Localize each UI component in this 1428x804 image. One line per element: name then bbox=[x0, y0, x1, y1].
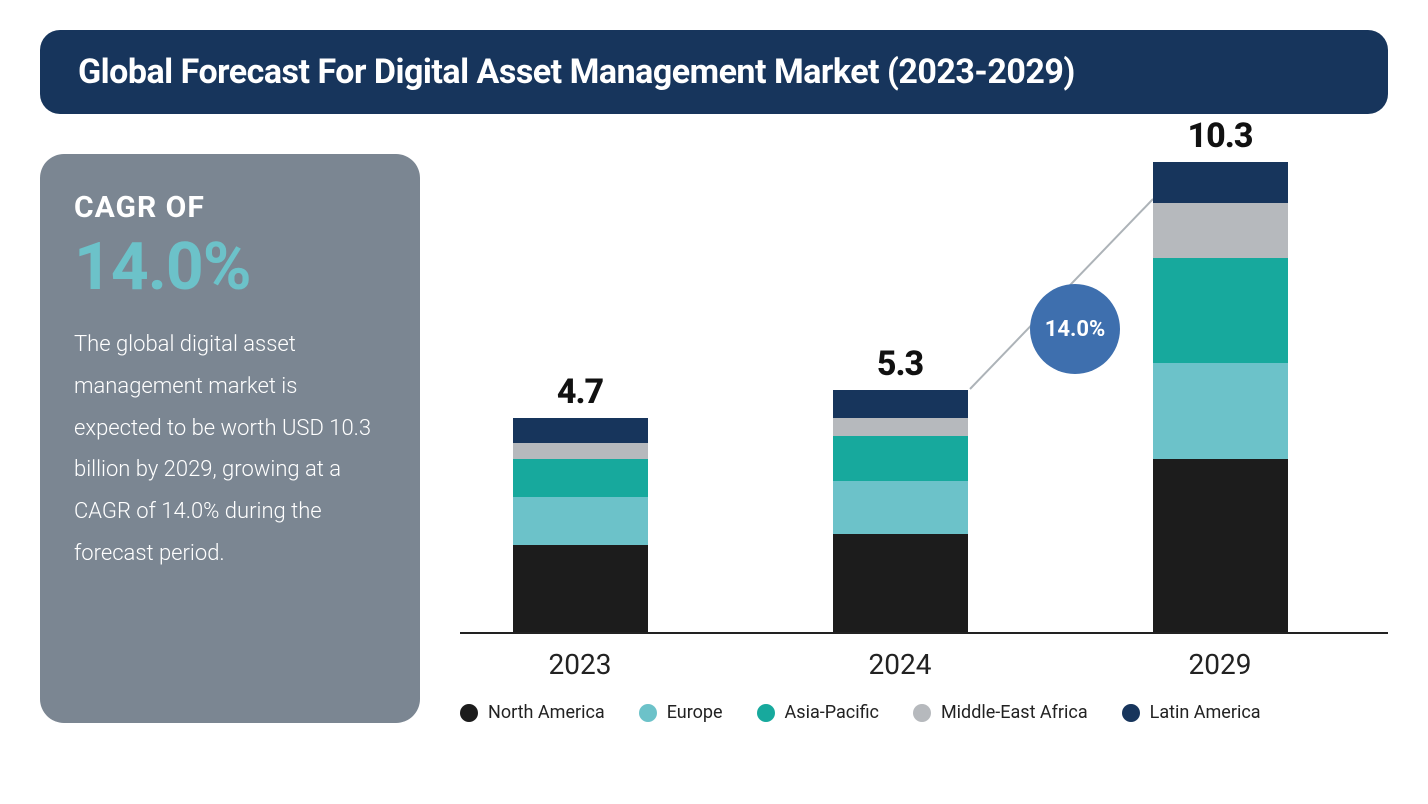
legend-label-asia_pacific: Asia-Pacific bbox=[785, 702, 879, 723]
cagr-card: CAGR OF 14.0% The global digital asset m… bbox=[40, 154, 420, 723]
legend-item-asia_pacific: Asia-Pacific bbox=[757, 702, 879, 723]
bar-segment-north_america bbox=[513, 545, 648, 632]
cagr-description: The global digital asset management mark… bbox=[74, 324, 386, 575]
bar-segment-north_america bbox=[1153, 459, 1288, 632]
x-label-2029: 2029 bbox=[1189, 648, 1252, 681]
legend-label-north_america: North America bbox=[488, 702, 605, 723]
cagr-value: 14.0% bbox=[74, 229, 386, 306]
legend-swatch-middle_east_africa bbox=[913, 704, 931, 722]
content-row: CAGR OF 14.0% The global digital asset m… bbox=[40, 154, 1388, 723]
bar-segment-middle_east_africa bbox=[513, 443, 648, 459]
stacked-bar-chart: 14.0% 4.7 5.3 10.3 bbox=[460, 164, 1388, 634]
page-title: Global Forecast For Digital Asset Manage… bbox=[40, 30, 1388, 114]
legend-swatch-north_america bbox=[460, 704, 478, 722]
bar-segment-europe bbox=[1153, 363, 1288, 459]
bar-segment-latin_america bbox=[833, 390, 968, 417]
legend-swatch-europe bbox=[639, 704, 657, 722]
bar-segment-middle_east_africa bbox=[1153, 203, 1288, 258]
legend-label-europe: Europe bbox=[667, 702, 723, 723]
bar-segment-asia_pacific bbox=[513, 459, 648, 498]
bar-segment-europe bbox=[513, 497, 648, 545]
legend-item-latin_america: Latin America bbox=[1122, 702, 1261, 723]
bar-segment-latin_america bbox=[513, 418, 648, 443]
legend-item-north_america: North America bbox=[460, 702, 605, 723]
legend-swatch-asia_pacific bbox=[757, 704, 775, 722]
legend-item-europe: Europe bbox=[639, 702, 723, 723]
bar-total-2029: 10.3 bbox=[1188, 116, 1253, 156]
chart-legend: North America Europe Asia-Pacific Middle-Ea… bbox=[460, 702, 1388, 723]
cagr-bubble: 14.0% bbox=[1030, 284, 1120, 374]
legend-label-middle_east_africa: Middle-East Africa bbox=[941, 702, 1088, 723]
x-label-2024: 2024 bbox=[869, 648, 932, 681]
legend-item-middle_east_africa: Middle-East Africa bbox=[913, 702, 1088, 723]
bar-segment-asia_pacific bbox=[833, 436, 968, 482]
bar-segment-asia_pacific bbox=[1153, 258, 1288, 363]
bar-2029: 10.3 bbox=[1153, 162, 1288, 632]
bar-segment-europe bbox=[833, 481, 968, 533]
legend-label-latin_america: Latin America bbox=[1150, 702, 1261, 723]
x-axis-labels: 2023 2024 2029 bbox=[460, 634, 1388, 692]
bar-2023: 4.7 bbox=[513, 418, 648, 632]
bar-segment-north_america bbox=[833, 534, 968, 632]
bar-2024: 5.3 bbox=[833, 390, 968, 632]
chart-container: 14.0% 4.7 5.3 10.3 2023 2024 2029 North Amer… bbox=[460, 154, 1388, 723]
bar-segment-middle_east_africa bbox=[833, 418, 968, 436]
x-label-2023: 2023 bbox=[549, 648, 612, 681]
bar-total-2024: 5.3 bbox=[877, 344, 923, 384]
bar-segment-latin_america bbox=[1153, 162, 1288, 203]
bar-total-2023: 4.7 bbox=[557, 372, 603, 412]
cagr-heading: CAGR OF bbox=[74, 190, 386, 225]
legend-swatch-latin_america bbox=[1122, 704, 1140, 722]
